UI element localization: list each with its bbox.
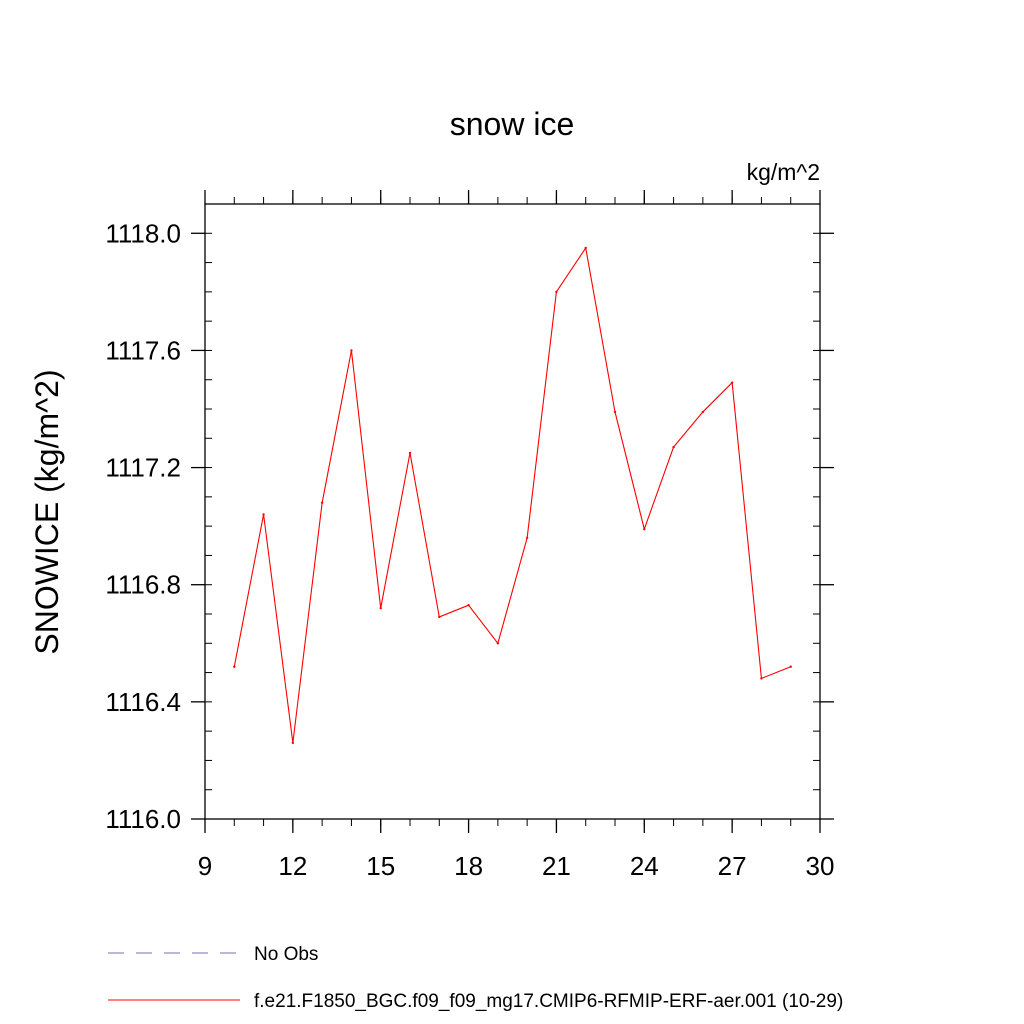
- y-tick-label: 1116.0: [105, 804, 181, 834]
- data-point: [496, 642, 500, 645]
- data-point: [350, 349, 353, 352]
- data-point: [730, 381, 734, 384]
- chart-title: snow ice: [450, 106, 575, 142]
- data-point: [467, 604, 470, 607]
- plot-frame: [204, 203, 821, 820]
- data-point: [262, 513, 265, 516]
- x-tick-label: 27: [718, 851, 747, 881]
- x-tick-label: 30: [806, 851, 835, 881]
- series-line: [233, 246, 791, 743]
- legend-label: f.e21.F1850_BGC.f09_f09_mg17.CMIP6-RFMIP…: [254, 991, 843, 1012]
- y-tick-label: 1117.2: [105, 453, 181, 483]
- data-point: [555, 290, 558, 294]
- series-layer: [233, 246, 792, 745]
- units-label: kg/m^2: [747, 159, 820, 185]
- legend: No Obs f.e21.F1850_BGC.f09_f09_mg17.CMIP6…: [108, 944, 843, 1012]
- data-point: [613, 410, 617, 414]
- data-point: [701, 410, 705, 414]
- x-tick-label: 21: [542, 851, 571, 881]
- legend-label: No Obs: [254, 944, 318, 965]
- y-tick-label: 1118.0: [105, 218, 181, 248]
- y-axis-label: SNOWICE (kg/m^2): [29, 369, 65, 654]
- y-tick-label: 1117.6: [105, 335, 181, 365]
- data-point: [525, 536, 529, 540]
- data-point: [233, 665, 236, 668]
- y-tick-label: 1116.8: [105, 570, 181, 600]
- data-point: [643, 527, 646, 531]
- x-tick-label: 15: [366, 851, 395, 881]
- data-point: [584, 246, 587, 250]
- x-tick-label: 12: [278, 851, 307, 881]
- data-point: [760, 677, 763, 680]
- data-point: [789, 665, 792, 668]
- data-point: [672, 445, 675, 449]
- x-tick-label: 18: [454, 851, 483, 881]
- data-point: [438, 615, 441, 619]
- x-tick-label: 9: [198, 851, 212, 881]
- axes: 9 12 15 18 21 24 27 30 1116.0 1116.4 1116.8 1117.2 1…: [105, 190, 834, 881]
- x-tick-label: 24: [630, 851, 659, 881]
- data-point: [379, 606, 382, 610]
- y-tick-label: 1116.4: [105, 687, 181, 717]
- data-point: [320, 501, 324, 504]
- data-point: [408, 451, 412, 455]
- data-point: [291, 741, 295, 745]
